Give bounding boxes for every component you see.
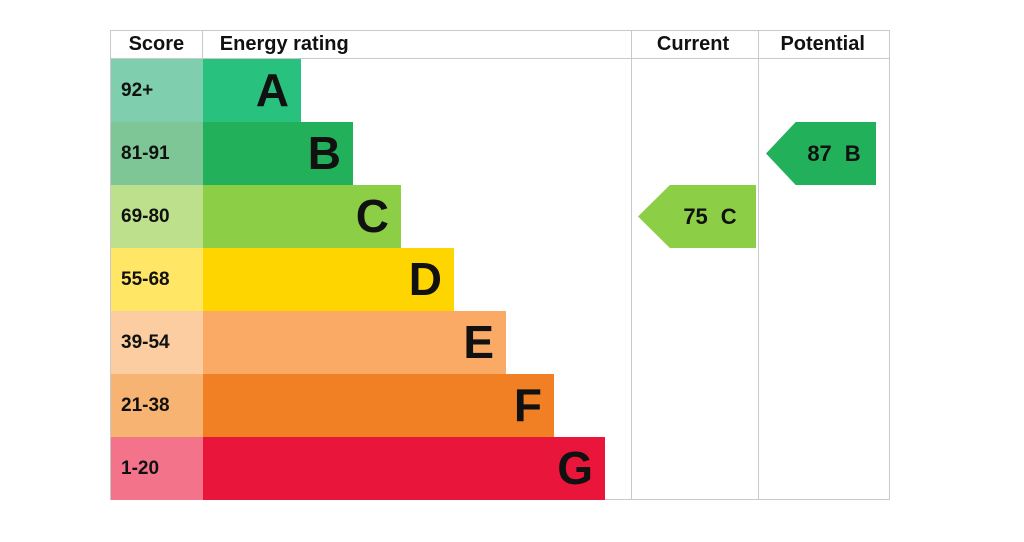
- header-score: Score: [111, 31, 203, 58]
- header-potential: Potential: [780, 33, 865, 55]
- potential-rating-letter: B: [844, 140, 861, 166]
- epc-band-row: 92+ A: [111, 59, 631, 122]
- potential-column-divider: [758, 31, 759, 499]
- band-score-cell: 92+: [111, 59, 203, 122]
- epc-band-row: 1-20 G: [111, 437, 631, 500]
- band-rating-bar: D: [203, 248, 454, 311]
- potential-rating-value: 87: [807, 140, 832, 166]
- band-letter: A: [255, 64, 289, 116]
- header-row: Score Energy rating Current Potential: [111, 31, 889, 59]
- band-rating-bar: F: [203, 374, 554, 437]
- band-score-label: 55-68: [121, 268, 170, 290]
- header-current: Current: [656, 33, 730, 55]
- band-score-cell: 39-54: [111, 311, 203, 374]
- potential-rating-arrow: 87 B: [766, 122, 876, 185]
- current-column-divider: [631, 31, 632, 499]
- band-letter: C: [355, 190, 389, 242]
- band-letter: F: [513, 379, 542, 431]
- band-rating-bar: A: [203, 59, 301, 122]
- current-rating-letter: C: [720, 203, 737, 229]
- band-score-label: 21-38: [121, 394, 170, 416]
- epc-band-row: 21-38 F: [111, 374, 631, 437]
- epc-band-row: 39-54 E: [111, 311, 631, 374]
- band-letter: D: [408, 253, 442, 305]
- band-rating-bar: E: [203, 311, 506, 374]
- band-score-cell: 21-38: [111, 374, 203, 437]
- band-letter: B: [307, 127, 341, 179]
- band-letter: E: [463, 316, 494, 368]
- band-score-label: 39-54: [121, 331, 170, 353]
- band-score-label: 1-20: [121, 457, 160, 479]
- band-score-label: 92+: [121, 79, 154, 101]
- band-score-cell: 81-91: [111, 122, 203, 185]
- current-rating-value: 75: [683, 203, 708, 229]
- epc-band-row: 55-68 D: [111, 248, 631, 311]
- band-rating-bar: C: [203, 185, 401, 248]
- band-score-label: 69-80: [121, 205, 170, 227]
- epc-band-row: 81-91 B: [111, 122, 631, 185]
- band-score-label: 81-91: [121, 142, 170, 164]
- band-score-cell: 1-20: [111, 437, 203, 500]
- header-energy-rating: Energy rating: [219, 33, 349, 55]
- current-rating-arrow: 75 C: [638, 185, 756, 248]
- epc-band-row: 69-80 C: [111, 185, 631, 248]
- epc-table: Score Energy rating Current Potential 92…: [110, 30, 890, 500]
- epc-rows: 92+ A 81-91 B 69-80 C 55-68 D 39-54 E: [111, 59, 631, 500]
- band-rating-bar: B: [203, 122, 353, 185]
- band-score-cell: 69-80: [111, 185, 203, 248]
- band-letter: G: [557, 442, 593, 494]
- band-rating-bar: G: [203, 437, 605, 500]
- band-score-cell: 55-68: [111, 248, 203, 311]
